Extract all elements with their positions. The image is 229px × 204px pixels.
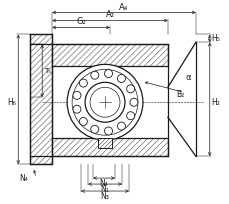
Polygon shape xyxy=(52,138,167,156)
Text: α: α xyxy=(185,73,191,82)
Text: H₆: H₆ xyxy=(7,98,16,107)
Text: N₃: N₃ xyxy=(100,192,109,201)
Circle shape xyxy=(90,87,120,117)
Text: N₁: N₁ xyxy=(100,185,109,194)
Text: A₄: A₄ xyxy=(119,2,128,11)
Bar xyxy=(98,138,112,148)
Circle shape xyxy=(67,64,142,140)
Circle shape xyxy=(73,91,81,99)
Text: H₂: H₂ xyxy=(211,98,220,107)
Text: B₂: B₂ xyxy=(175,90,183,99)
Circle shape xyxy=(79,118,87,125)
Circle shape xyxy=(129,98,137,106)
Text: N₄: N₄ xyxy=(19,174,28,183)
Text: T₅: T₅ xyxy=(44,68,51,74)
Circle shape xyxy=(126,85,134,93)
Circle shape xyxy=(73,105,81,113)
Circle shape xyxy=(126,112,134,120)
Circle shape xyxy=(85,82,124,122)
Circle shape xyxy=(90,71,98,79)
Text: N₄: N₄ xyxy=(99,179,108,188)
Circle shape xyxy=(104,127,112,135)
Circle shape xyxy=(117,74,125,82)
Circle shape xyxy=(104,70,112,78)
Circle shape xyxy=(79,79,87,87)
Text: H₅: H₅ xyxy=(211,34,220,43)
Circle shape xyxy=(90,125,98,133)
Polygon shape xyxy=(30,34,52,164)
Circle shape xyxy=(117,122,125,130)
Text: G₂: G₂ xyxy=(76,18,86,27)
Polygon shape xyxy=(52,44,167,66)
Text: A₂: A₂ xyxy=(105,10,114,19)
